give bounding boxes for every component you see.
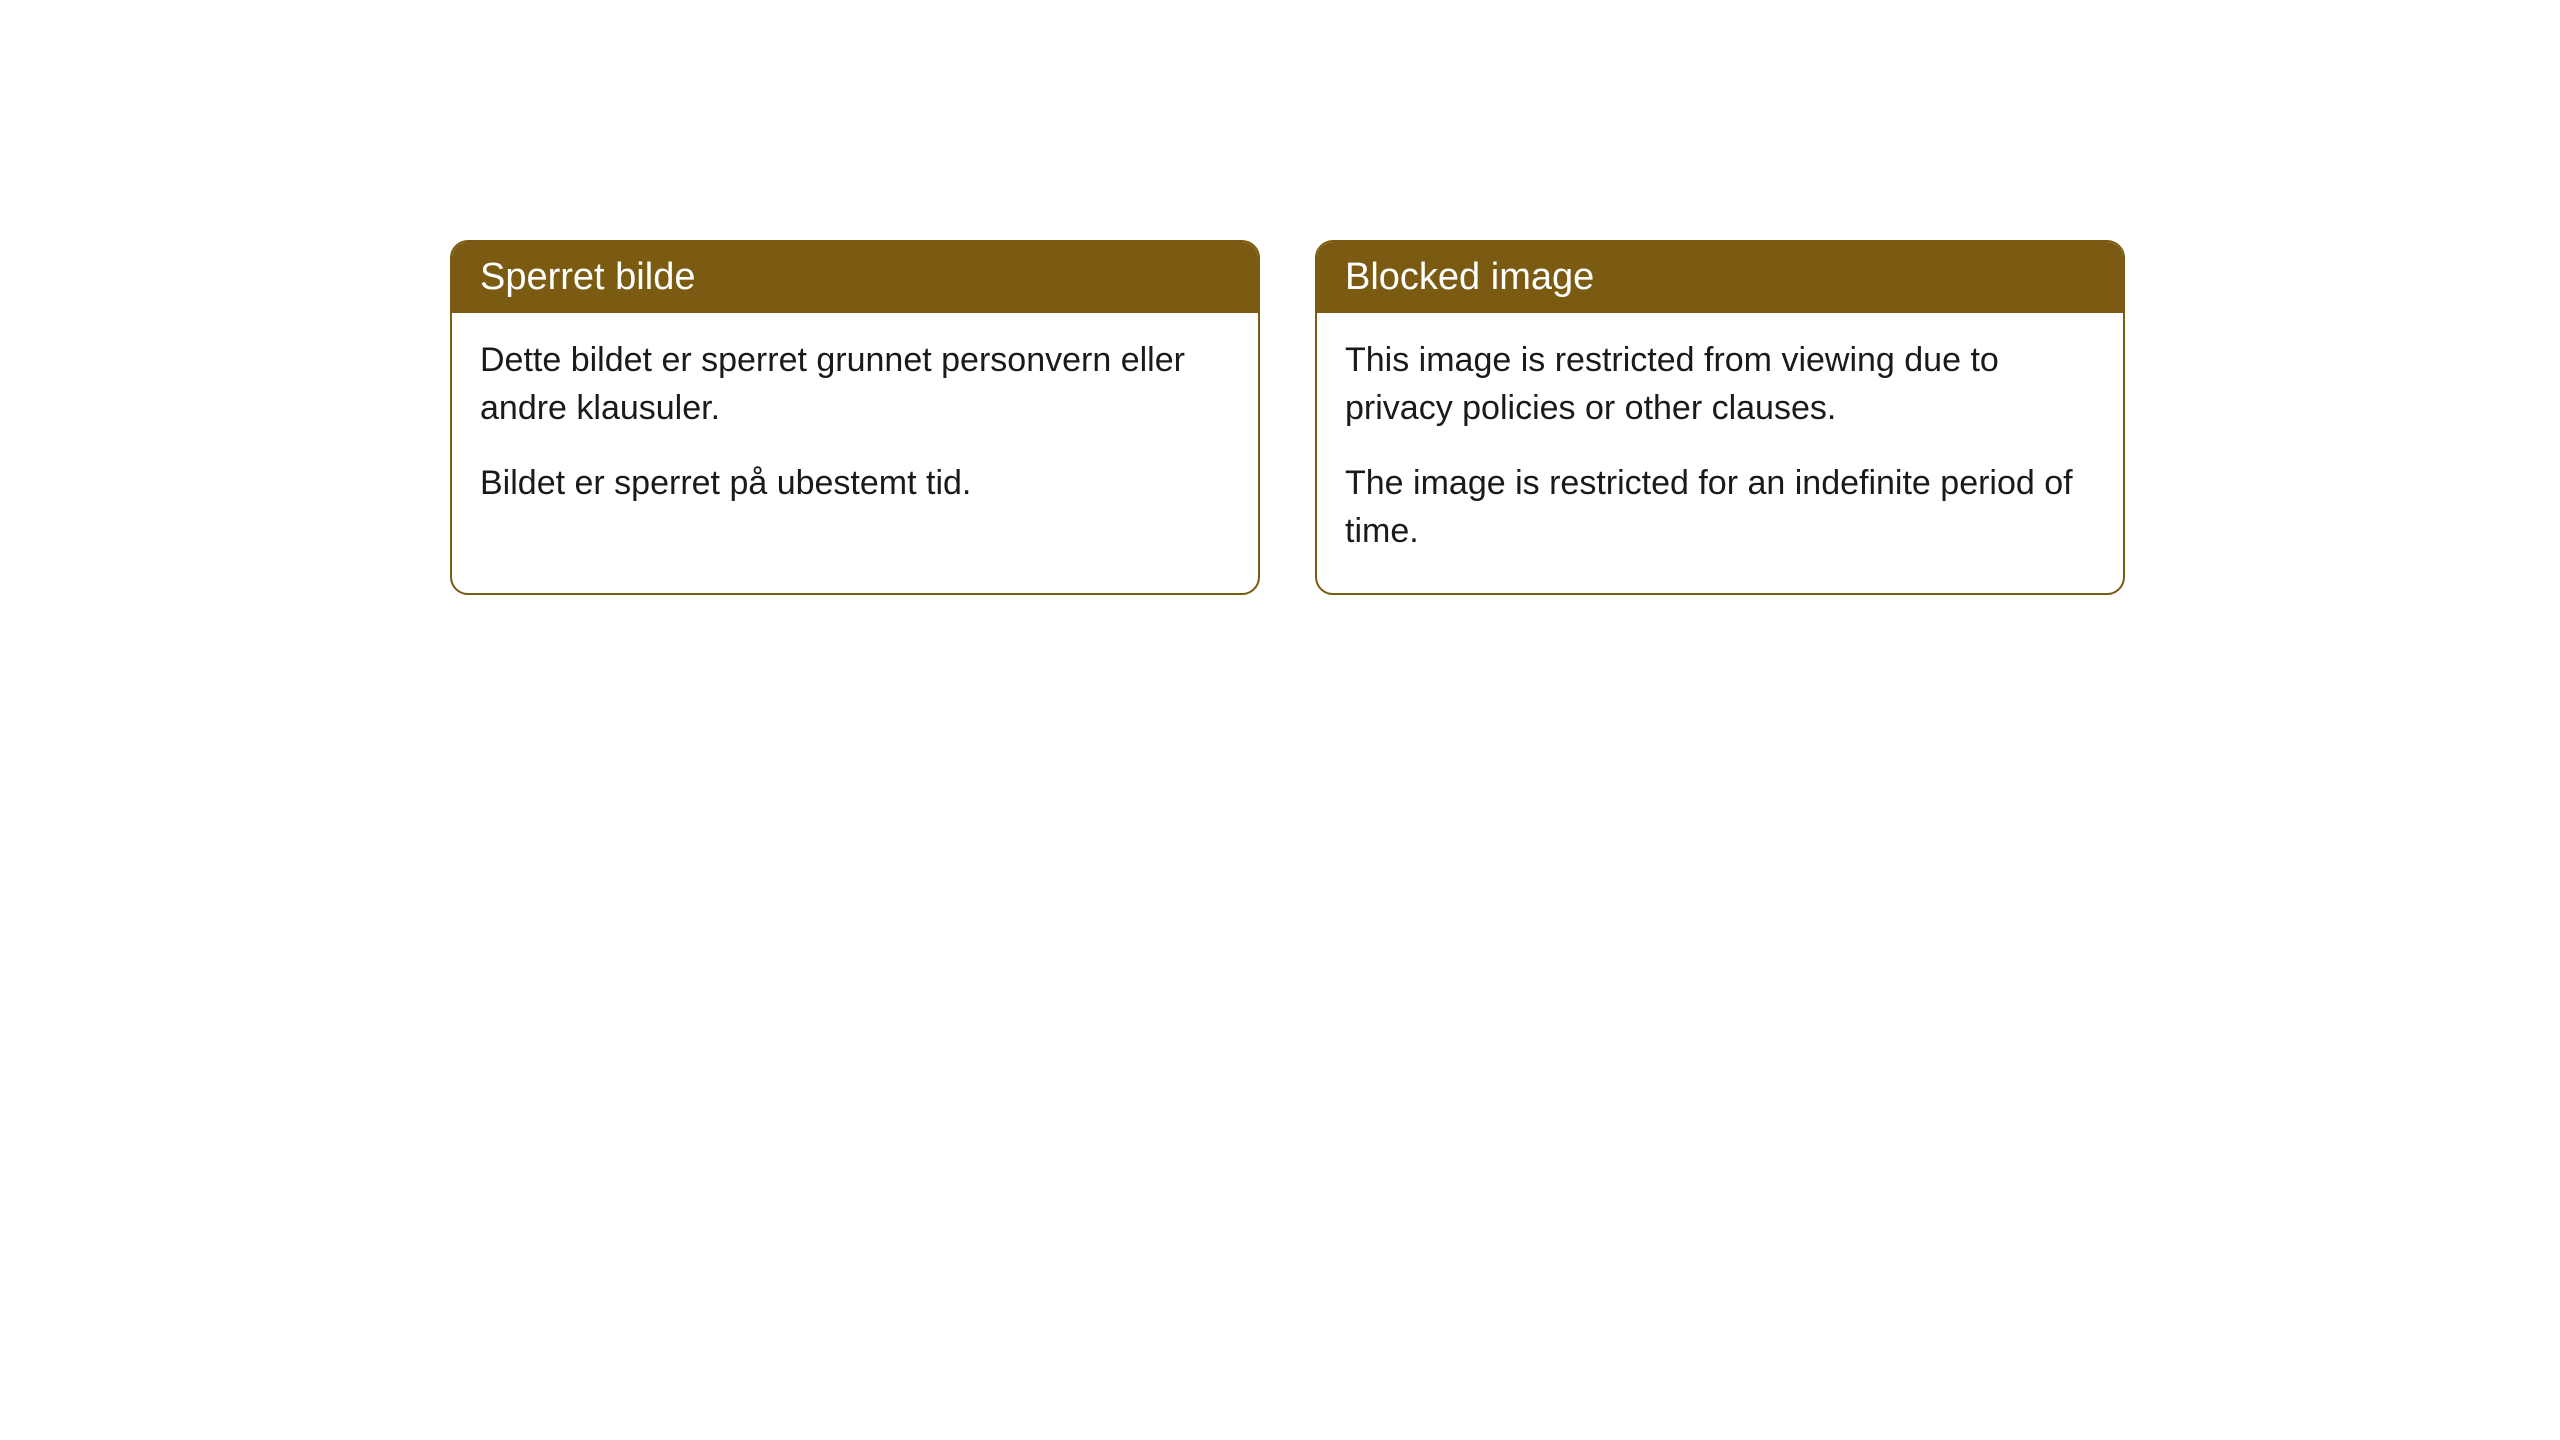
card-paragraph1-no: Dette bildet er sperret grunnet personve… bbox=[480, 337, 1230, 432]
card-paragraph1-en: This image is restricted from viewing du… bbox=[1345, 337, 2095, 432]
card-header-no: Sperret bilde bbox=[452, 242, 1258, 313]
card-paragraph2-en: The image is restricted for an indefinit… bbox=[1345, 460, 2095, 555]
card-paragraph2-no: Bildet er sperret på ubestemt tid. bbox=[480, 460, 1230, 508]
card-header-en: Blocked image bbox=[1317, 242, 2123, 313]
card-title-no: Sperret bilde bbox=[480, 256, 695, 298]
blocked-image-card-en: Blocked image This image is restricted f… bbox=[1315, 240, 2125, 595]
card-body-en: This image is restricted from viewing du… bbox=[1317, 313, 2123, 593]
cards-container: Sperret bilde Dette bildet er sperret gr… bbox=[450, 240, 2560, 595]
blocked-image-card-no: Sperret bilde Dette bildet er sperret gr… bbox=[450, 240, 1260, 595]
card-title-en: Blocked image bbox=[1345, 256, 1594, 298]
card-body-no: Dette bildet er sperret grunnet personve… bbox=[452, 313, 1258, 546]
